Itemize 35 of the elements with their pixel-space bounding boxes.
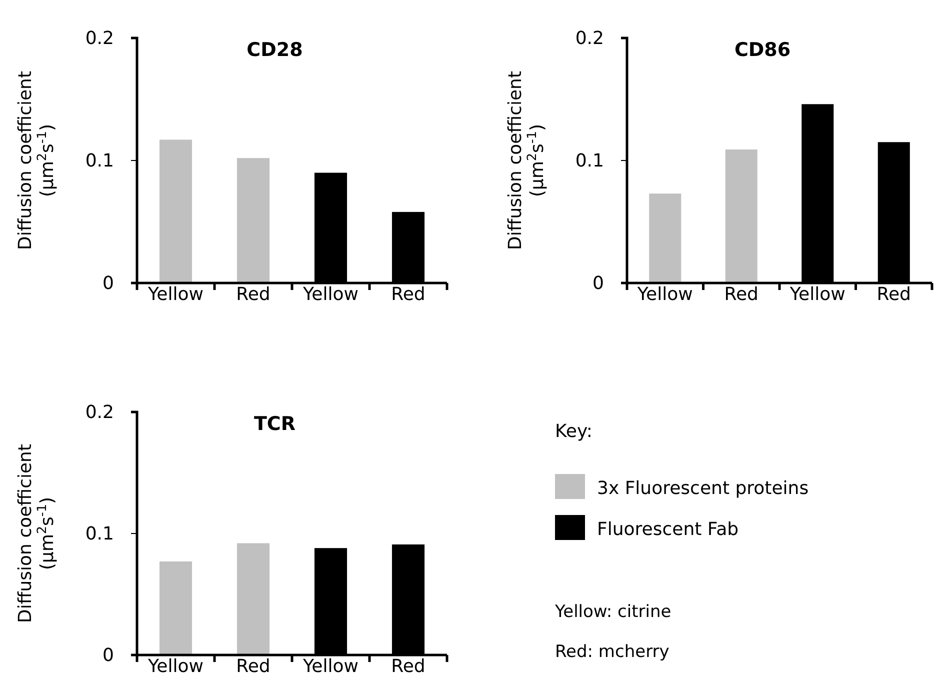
chart-title: CD28 [246, 39, 303, 61]
x-tick-label: Yellow [636, 284, 693, 305]
x-tick-label: Yellow [302, 284, 358, 305]
y-tick-label: 0.2 [575, 28, 604, 49]
bar [725, 149, 758, 283]
y-tick-label: 0 [102, 272, 114, 294]
x-tick-label: Yellow [147, 656, 204, 677]
x-tick-label: Red [724, 284, 758, 305]
bar [236, 543, 270, 655]
x-tick-label: Yellow [302, 656, 358, 677]
x-tick-label: Red [236, 284, 270, 305]
text: Red: mcherry [555, 642, 670, 662]
x-tick-label: Yellow [147, 284, 204, 305]
bar [236, 158, 270, 283]
chart-title: TCR [254, 413, 296, 435]
bar [649, 194, 682, 283]
legend-label: Fluorescent Fab [597, 519, 739, 540]
y-tick-label: 0.1 [575, 150, 604, 172]
x-tick-label: Yellow [788, 284, 846, 305]
x-tick-label: Red [391, 284, 426, 305]
y-tick-label: 0.2 [85, 28, 114, 49]
legend-label: 3x Fluorescent proteins [597, 478, 809, 499]
y-tick-label: 0.2 [85, 402, 114, 423]
text: Yellow: citrine [554, 602, 672, 622]
chart-title: CD86 [734, 39, 791, 61]
y-tick-label: 0 [592, 272, 604, 294]
bar [159, 561, 192, 655]
y-tick-label: 0 [102, 644, 114, 666]
y-tick-label: 0.1 [85, 523, 114, 544]
x-tick-label: Red [391, 656, 426, 677]
y-tick-label: 0.1 [85, 150, 114, 172]
legend-title: Key: [555, 421, 592, 442]
x-tick-label: Red [236, 656, 270, 677]
x-tick-label: Red [876, 284, 911, 305]
bar [159, 140, 192, 283]
